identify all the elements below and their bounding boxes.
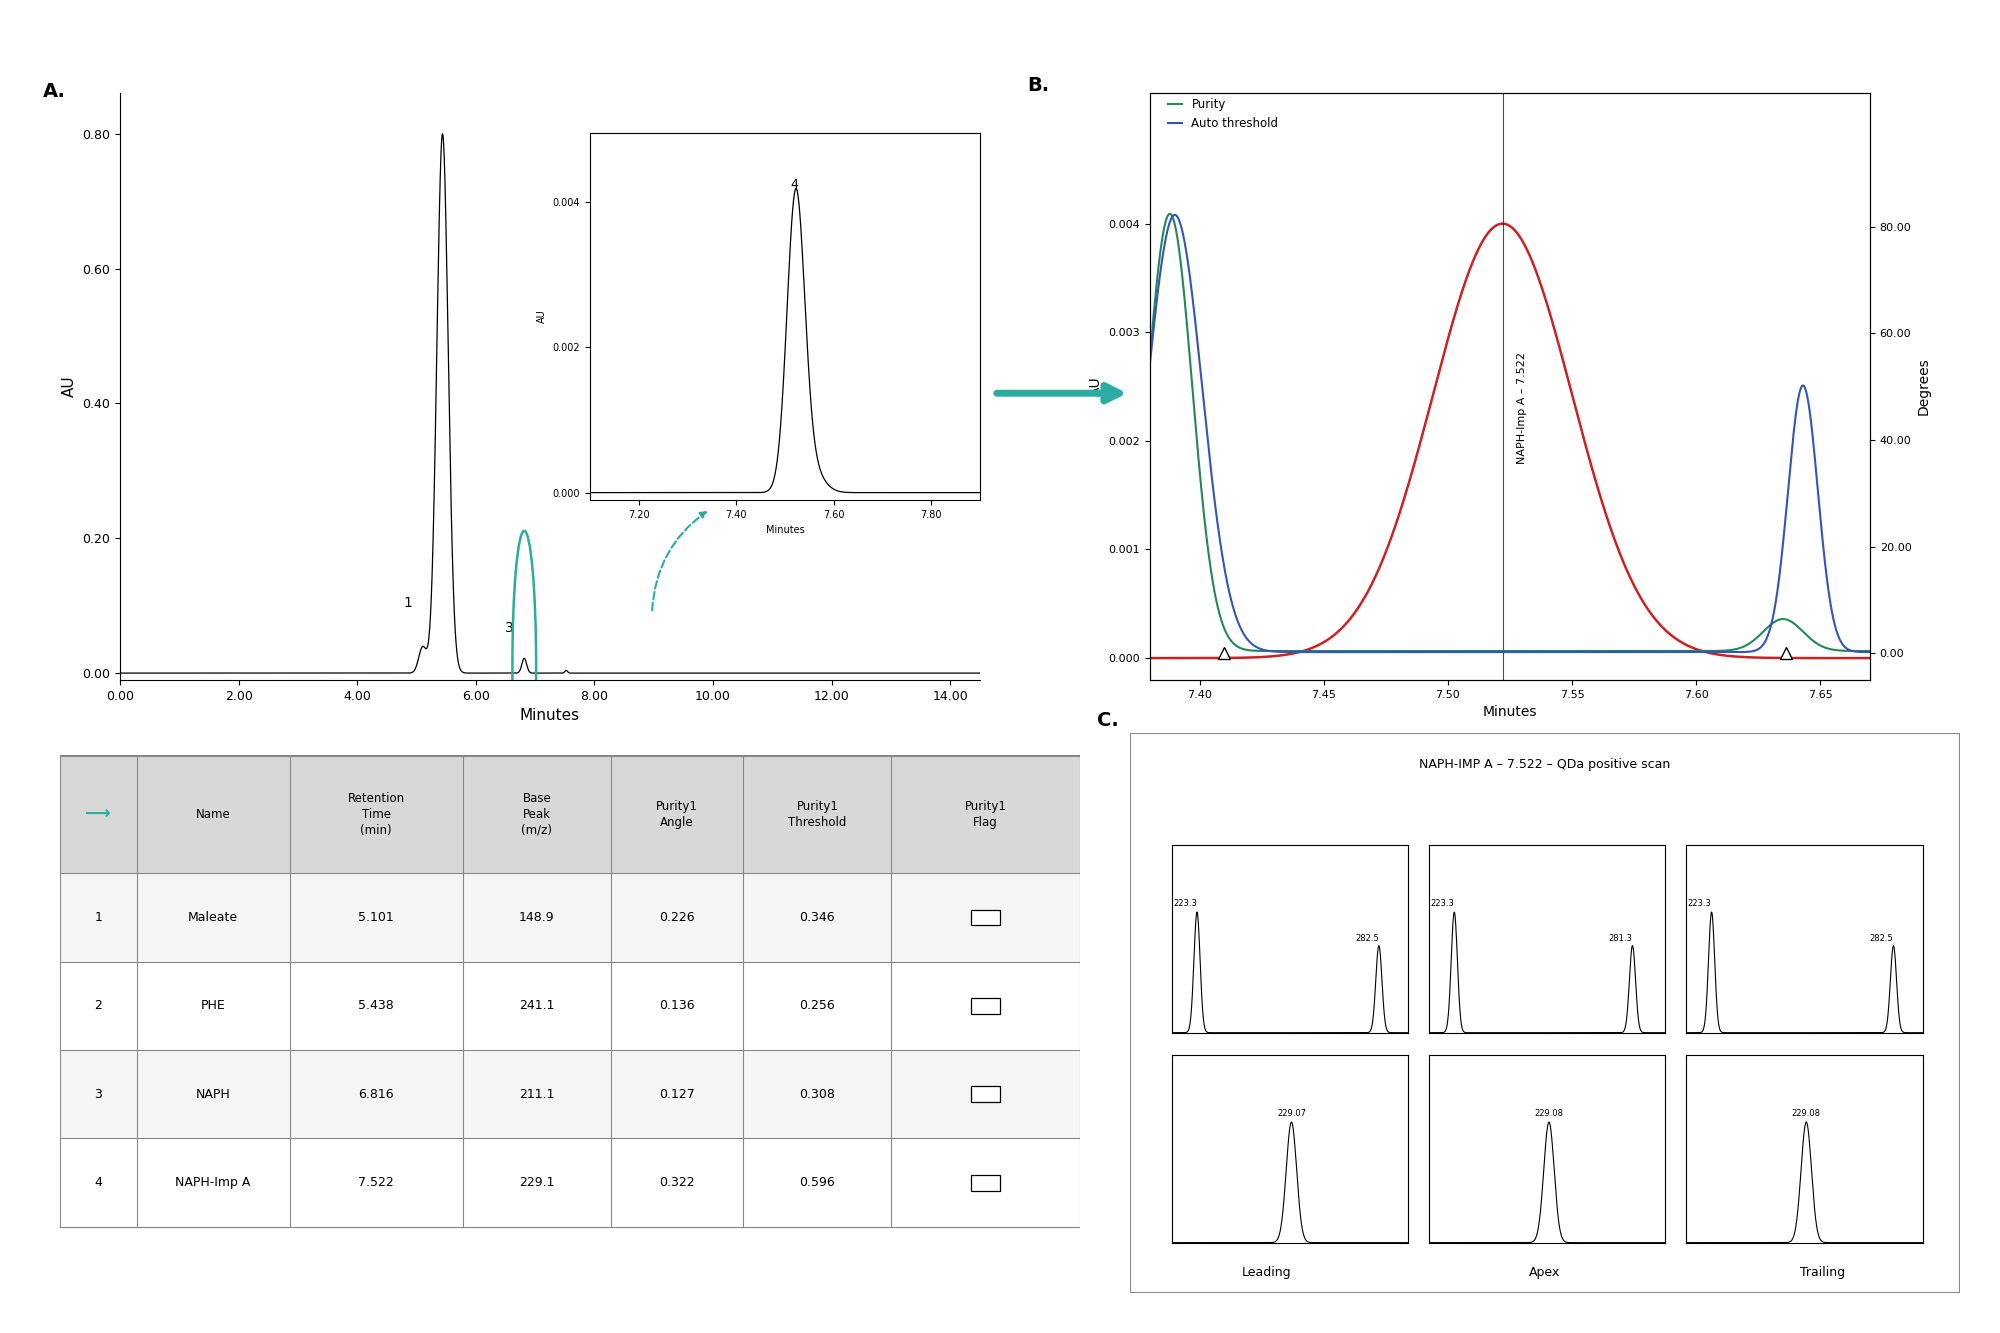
Text: 0.308: 0.308	[800, 1088, 836, 1101]
Bar	[972, 998, 1000, 1013]
Text: PHE: PHE	[200, 1000, 226, 1012]
Text: Apex: Apex	[1530, 1266, 1560, 1280]
Text: NAPH-Imp A – 7.522: NAPH-Imp A – 7.522	[1518, 352, 1528, 464]
Text: ⟶: ⟶	[86, 805, 112, 824]
Text: 0.596: 0.596	[800, 1176, 836, 1189]
Text: 223.3: 223.3	[1688, 898, 1712, 908]
Text: 7.522: 7.522	[358, 1176, 394, 1189]
Text: Purity1
Flag: Purity1 Flag	[964, 800, 1006, 829]
Text: A.: A.	[42, 81, 66, 100]
Text: 1: 1	[404, 596, 412, 611]
Text: 0.256: 0.256	[800, 1000, 836, 1012]
Text: 148.9: 148.9	[520, 910, 554, 924]
Text: 241.1: 241.1	[520, 1000, 554, 1012]
Text: 6.816: 6.816	[358, 1088, 394, 1101]
Bar	[972, 1086, 1000, 1102]
Text: B.: B.	[1028, 76, 1050, 95]
Text: Maleate: Maleate	[188, 910, 238, 924]
Y-axis label: AU: AU	[538, 309, 548, 324]
Text: 229.07: 229.07	[1276, 1109, 1306, 1118]
Bar	[60, 756, 1080, 1226]
Text: Trailing: Trailing	[1800, 1266, 1846, 1280]
Text: 0.322: 0.322	[660, 1176, 694, 1189]
Bar	[60, 961, 1080, 1050]
Text: 2: 2	[94, 1000, 102, 1012]
Text: 229.08: 229.08	[1792, 1109, 1820, 1118]
Text: NAPH: NAPH	[196, 1088, 230, 1101]
Text: 229.08: 229.08	[1534, 1109, 1564, 1118]
Text: 0.127: 0.127	[660, 1088, 694, 1101]
Text: 4: 4	[94, 1176, 102, 1189]
Text: 0.226: 0.226	[660, 910, 694, 924]
Bar	[972, 1174, 1000, 1190]
Text: 4: 4	[790, 179, 798, 192]
Text: 5.101: 5.101	[358, 910, 394, 924]
Text: Base
Peak
(m/z): Base Peak (m/z)	[522, 792, 552, 837]
Y-axis label: Degrees: Degrees	[1918, 357, 1932, 416]
Text: 3: 3	[94, 1088, 102, 1101]
Text: 211.1: 211.1	[520, 1088, 554, 1101]
Bar	[60, 1050, 1080, 1138]
Text: C.: C.	[1096, 710, 1118, 729]
Text: 223.3: 223.3	[1430, 898, 1454, 908]
Text: Retention
Time
(min): Retention Time (min)	[348, 792, 404, 837]
Text: 0.136: 0.136	[660, 1000, 694, 1012]
Text: 282.5: 282.5	[1870, 934, 1894, 942]
Text: Leading: Leading	[1242, 1266, 1292, 1280]
Text: NAPH-IMP A – 7.522 – QDa positive scan: NAPH-IMP A – 7.522 – QDa positive scan	[1420, 758, 1670, 772]
Bar	[60, 756, 1080, 873]
Text: 223.3: 223.3	[1174, 898, 1196, 908]
X-axis label: Minutes: Minutes	[1482, 705, 1538, 718]
Y-axis label: AU: AU	[62, 376, 76, 397]
Text: 5.438: 5.438	[358, 1000, 394, 1012]
X-axis label: Minutes: Minutes	[520, 708, 580, 722]
Text: Name: Name	[196, 808, 230, 821]
Text: 229.1: 229.1	[520, 1176, 554, 1189]
X-axis label: Minutes: Minutes	[766, 525, 804, 535]
Text: NAPH-Imp A: NAPH-Imp A	[176, 1176, 250, 1189]
Text: 3: 3	[506, 621, 514, 635]
Text: 1: 1	[94, 910, 102, 924]
Text: 281.3: 281.3	[1608, 934, 1632, 942]
Text: 0.346: 0.346	[800, 910, 836, 924]
Bar	[972, 909, 1000, 925]
Y-axis label: AU: AU	[1088, 377, 1102, 396]
Text: Purity1
Angle: Purity1 Angle	[656, 800, 698, 829]
Text: 282.5: 282.5	[1356, 934, 1378, 942]
Bar	[60, 1138, 1080, 1226]
Text: Purity1
Threshold: Purity1 Threshold	[788, 800, 846, 829]
Legend: Purity, Auto threshold: Purity, Auto threshold	[1164, 93, 1284, 135]
Bar	[60, 873, 1080, 961]
